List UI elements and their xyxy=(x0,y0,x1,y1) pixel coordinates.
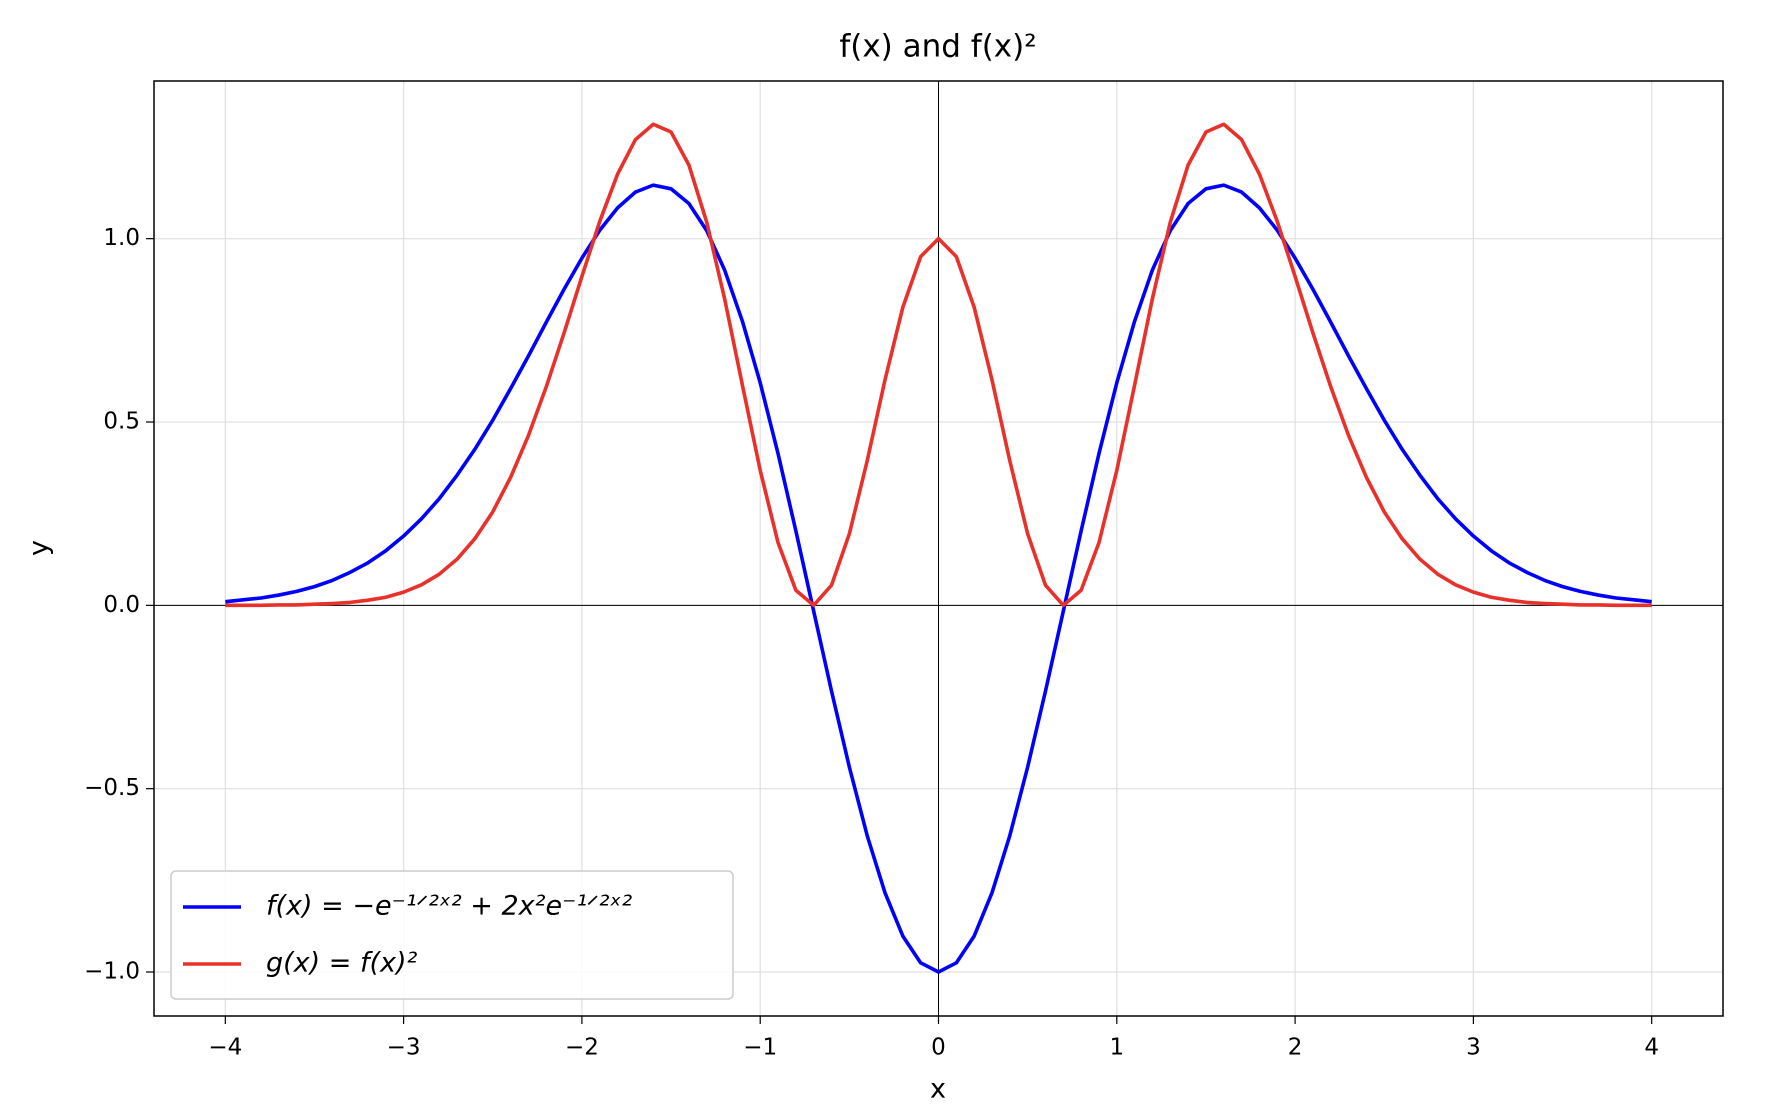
x-tick-label: 4 xyxy=(1644,1035,1659,1061)
y-tick-label: 1.0 xyxy=(103,225,140,251)
y-tick-label: −1.0 xyxy=(84,959,140,985)
legend-box xyxy=(170,870,734,1000)
y-tick-label: 0.5 xyxy=(103,409,140,435)
x-tick-label: 2 xyxy=(1288,1035,1303,1061)
x-tick-label: −4 xyxy=(208,1035,242,1061)
legend-label: f(x) = −e⁻¹ᐟ²ˣ² + 2x²e⁻¹ᐟ²ˣ² xyxy=(266,891,632,922)
series-line xyxy=(225,183,1652,974)
x-axis-label: x xyxy=(930,1074,946,1104)
x-tick-label: −3 xyxy=(387,1035,421,1061)
plot-frame xyxy=(153,80,1724,1017)
x-tick-label: −1 xyxy=(743,1035,777,1061)
y-axis-label: y xyxy=(24,540,55,556)
x-tick-label: 0 xyxy=(931,1035,946,1061)
x-tick-label: 3 xyxy=(1466,1035,1481,1061)
y-tick-label: −0.5 xyxy=(84,775,140,801)
x-tick-label: −2 xyxy=(565,1035,599,1061)
chart-title: f(x) and f(x)² xyxy=(839,29,1036,65)
series-line xyxy=(225,122,1652,608)
legend-label: g(x) = f(x)² xyxy=(266,948,418,979)
x-tick-label: 1 xyxy=(1109,1035,1124,1061)
y-tick-label: 0.0 xyxy=(103,592,140,618)
